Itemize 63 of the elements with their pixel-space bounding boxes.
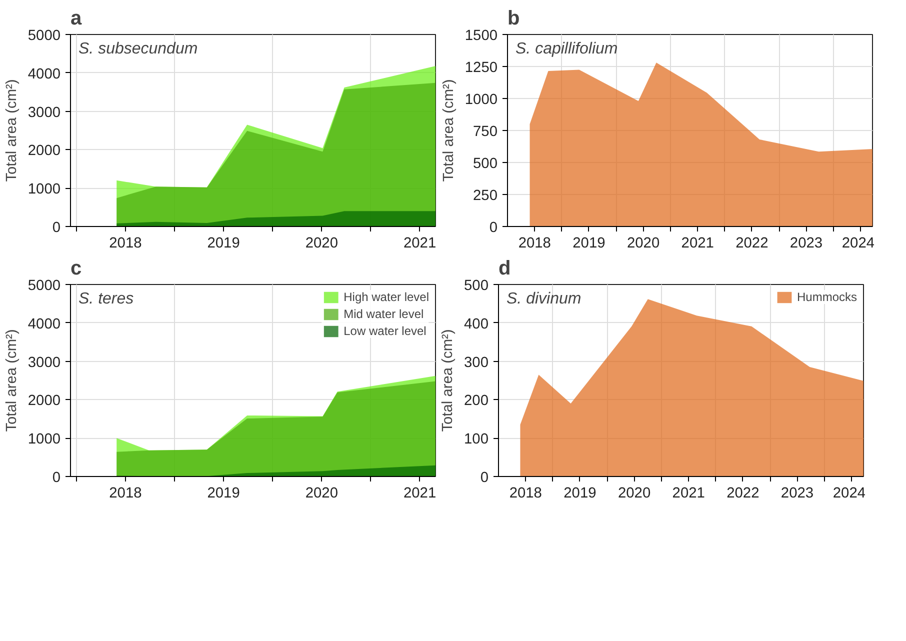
x-tick-label: 2022 xyxy=(726,486,760,502)
y-tick-label: 500 xyxy=(473,156,498,172)
legend-label: Hummocks xyxy=(796,290,857,304)
y-tick-label: 0 xyxy=(489,220,498,236)
x-tick-label: 2022 xyxy=(736,236,768,252)
y-tick-label: 500 xyxy=(464,278,489,294)
x-tick-label: 2020 xyxy=(626,236,660,252)
y-tick-label: 3000 xyxy=(28,104,61,121)
y-tick-label: 750 xyxy=(473,124,498,140)
x-tick-label: 2019 xyxy=(572,236,606,252)
y-tick-label: 400 xyxy=(464,316,489,332)
x-tick-label: 2021 xyxy=(404,236,436,252)
y-tick-label: 2000 xyxy=(28,143,61,160)
x-tick-label: 2024 xyxy=(832,486,866,502)
y-tick-label: 0 xyxy=(52,220,61,236)
legend-label: Mid water level xyxy=(344,307,424,321)
x-tick-label: 2023 xyxy=(780,486,814,502)
chart-title: d xyxy=(498,258,511,280)
y-tick-label: 0 xyxy=(52,470,61,486)
chart-subtitle: S. divinum xyxy=(506,290,582,308)
y-tick-label: 0 xyxy=(480,470,489,486)
y-tick-label: 2000 xyxy=(28,393,61,410)
x-tick-label: 2019 xyxy=(207,486,240,502)
x-tick-label: 2018 xyxy=(509,486,542,502)
y-tick-label: 5000 xyxy=(28,278,61,294)
chart-title: c xyxy=(70,258,82,280)
x-tick-label: 2018 xyxy=(518,236,551,252)
chart-subtitle: S. capillifolium xyxy=(516,40,618,58)
x-tick-label: 2020 xyxy=(618,486,651,502)
y-tick-label: 300 xyxy=(464,354,489,371)
y-axis-title: Total area (cm²) xyxy=(4,79,20,182)
y-axis-title: Total area (cm²) xyxy=(4,329,20,432)
y-axis-title: Total area (cm²) xyxy=(440,79,457,182)
x-tick-label: 2019 xyxy=(564,486,596,502)
y-tick-label: 1500 xyxy=(464,28,498,44)
chart-subtitle: S. teres xyxy=(78,290,134,308)
y-tick-label: 1250 xyxy=(464,60,498,76)
y-tick-label: 250 xyxy=(473,188,498,204)
x-tick-label: 2021 xyxy=(681,236,714,252)
y-tick-label: 200 xyxy=(464,393,489,410)
x-tick-label: 2019 xyxy=(207,236,240,252)
x-tick-label: 2018 xyxy=(109,486,142,502)
y-tick-label: 5000 xyxy=(28,28,61,44)
y-tick-label: 100 xyxy=(464,432,489,448)
x-tick-label: 2018 xyxy=(109,236,142,252)
x-tick-label: 2020 xyxy=(305,236,338,252)
chart-title: a xyxy=(70,8,82,30)
x-tick-label: 2021 xyxy=(672,486,705,502)
y-axis-title: Total area (cm²) xyxy=(440,329,456,432)
chart-subtitle: S. subsecundum xyxy=(78,40,198,58)
x-tick-label: 2020 xyxy=(305,486,338,502)
x-tick-label: 2023 xyxy=(790,236,823,252)
y-tick-label: 3000 xyxy=(28,354,61,371)
y-tick-label: 4000 xyxy=(28,66,61,82)
y-tick-label: 1000 xyxy=(464,92,498,108)
legend-label: High water level xyxy=(344,290,429,304)
x-tick-label: 2021 xyxy=(404,486,436,502)
y-tick-label: 1000 xyxy=(28,432,61,448)
y-tick-label: 1000 xyxy=(28,182,61,198)
chart-title: b xyxy=(508,8,520,30)
y-tick-label: 4000 xyxy=(28,316,61,332)
x-tick-label: 2024 xyxy=(842,236,875,252)
legend-label: Low water level xyxy=(344,324,426,338)
